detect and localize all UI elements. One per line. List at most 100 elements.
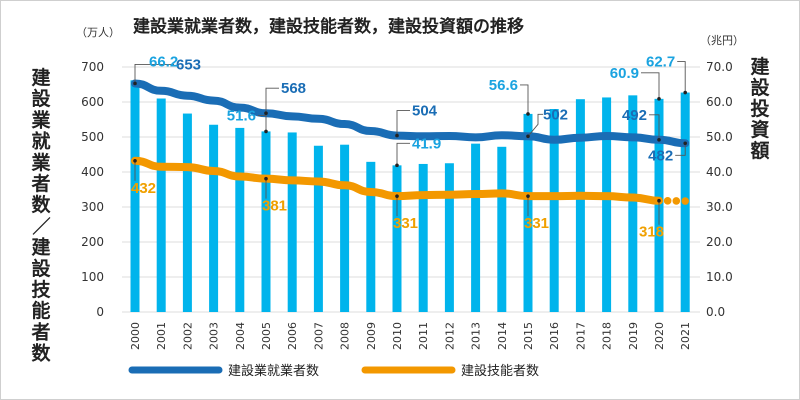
right-tick-label: 10.0 (706, 270, 733, 284)
annotation-dot (657, 97, 661, 101)
left-axis-title-char: 者 (31, 173, 50, 195)
annotation-leader (396, 142, 410, 166)
annotation-label-2010: 504 (412, 103, 438, 120)
dotted-point (672, 197, 681, 205)
annotation-label-2015: 331 (524, 215, 549, 232)
annotation-label-2021: 482 (648, 147, 673, 164)
right-axis-title-char: 投 (750, 97, 769, 120)
annotation-dot (683, 141, 687, 146)
annotation-dot (133, 159, 137, 163)
left-axis-title-slash (32, 216, 51, 235)
left-axis-title-char: 技 (31, 278, 51, 301)
annotation-leader (258, 114, 267, 132)
x-tick-label: 2020 (653, 322, 666, 350)
left-axis-title-char: 建 (31, 66, 50, 89)
x-tick-label: 2018 (601, 322, 614, 350)
x-tick-label: 2012 (443, 322, 456, 350)
annotation-dot (264, 111, 268, 115)
x-tick-label: 2021 (679, 322, 692, 350)
bar-2013 (471, 143, 481, 312)
right-tick-label: 60.0 (706, 95, 733, 109)
bar-2008 (340, 144, 350, 312)
left-axis-title-char: 数 (31, 193, 51, 216)
annotation-label-2020: 492 (622, 107, 647, 124)
bar-2018 (602, 97, 612, 312)
x-tick-label: 2001 (155, 322, 168, 350)
left-tick-label: 200 (81, 235, 104, 249)
annotation-label-2000: 432 (131, 180, 156, 197)
annotation-label-2015: 56.6 (489, 77, 518, 94)
left-unit-label: （万人） (76, 26, 120, 39)
bar-2017 (575, 99, 585, 312)
bar-2004 (235, 127, 245, 313)
bar-2010 (392, 165, 402, 312)
dotted-point (681, 197, 689, 205)
annotation-leader (527, 113, 543, 137)
annotation-label-2000: 653 (176, 56, 201, 73)
annotation-label-2005: 381 (262, 198, 287, 215)
left-axis-title-char: 能 (31, 299, 50, 322)
annotation-dot (264, 176, 268, 181)
x-tick-label: 2005 (260, 322, 273, 350)
left-tick-label: 100 (81, 270, 104, 284)
annotation-dot (657, 138, 661, 142)
annotation-dot (395, 163, 399, 168)
annotation-label-2010: 41.9 (412, 135, 441, 152)
bar-2019 (628, 95, 638, 312)
left-tick-label: 400 (81, 165, 104, 179)
right-tick-label: 30.0 (706, 200, 733, 214)
annotation-dot (526, 112, 530, 116)
x-tick-label: 2010 (391, 322, 404, 350)
left-axis-title-char: 建 (31, 236, 50, 259)
bar-2007 (313, 145, 323, 312)
axis-ticks: 700 600 500 400 300 200 100 0 70.0 60.0 50.0 40.0 30… (81, 60, 733, 350)
bar-2003 (209, 124, 219, 312)
right-axis-title-char: 資 (750, 118, 769, 141)
annotation-leader (265, 87, 279, 114)
right-tick-label: 0.0 (706, 305, 725, 319)
annotation-label-2010: 331 (393, 215, 418, 232)
bar-2002 (182, 113, 192, 312)
x-tick-label: 2009 (365, 322, 378, 350)
annotation-dot (395, 194, 399, 198)
annotation-dot (264, 129, 268, 134)
bar-2011 (418, 163, 428, 312)
annotation-label-2021: 62.7 (646, 54, 675, 71)
annotation-label-2015: 502 (543, 106, 568, 123)
left-axis-title-char: 者 (31, 321, 50, 343)
bar-2006 (287, 132, 297, 312)
x-tick-label: 2003 (208, 322, 221, 350)
bar-2005 (261, 131, 271, 312)
x-tick-label: 2002 (181, 322, 194, 350)
left-tick-label: 700 (81, 60, 104, 74)
left-tick-label: 500 (81, 130, 104, 144)
x-tick-label: 2013 (470, 322, 483, 350)
annotation-dot (395, 133, 399, 138)
annotation-label-2005: 568 (281, 80, 306, 97)
x-tick-label: 2019 (627, 322, 640, 350)
legend-label: 建設技能者数 (461, 363, 539, 379)
left-tick-label: 0 (96, 305, 104, 319)
left-axis-title-char: 設 (31, 257, 51, 280)
left-axis-title-char: 数 (31, 342, 51, 365)
right-tick-label: 40.0 (706, 165, 733, 179)
annotation-label-2005: 51.6 (227, 107, 256, 124)
left-axis-title-char: 就 (31, 130, 50, 153)
annotation-leader (134, 64, 174, 84)
chart-title: 建設業就業者数，建設技能者数，建設投資額の推移 (133, 16, 524, 37)
right-axis-title-char: 設 (750, 76, 770, 99)
bar-2012 (444, 163, 454, 312)
legend-label: 建設業就業者数 (228, 363, 319, 379)
right-unit-label: （兆円） (700, 34, 744, 47)
x-tick-label: 2006 (286, 322, 299, 350)
annotation-leader (396, 110, 410, 136)
right-axis-title-char: 額 (750, 139, 769, 162)
left-axis-title-char: 業 (30, 151, 51, 174)
x-tick-label: 2011 (417, 322, 430, 350)
x-tick-label: 2008 (339, 322, 352, 350)
annotation-leader (675, 143, 686, 156)
annotation-leader (641, 72, 660, 99)
annotation-label-2000: 66.2 (149, 53, 178, 70)
